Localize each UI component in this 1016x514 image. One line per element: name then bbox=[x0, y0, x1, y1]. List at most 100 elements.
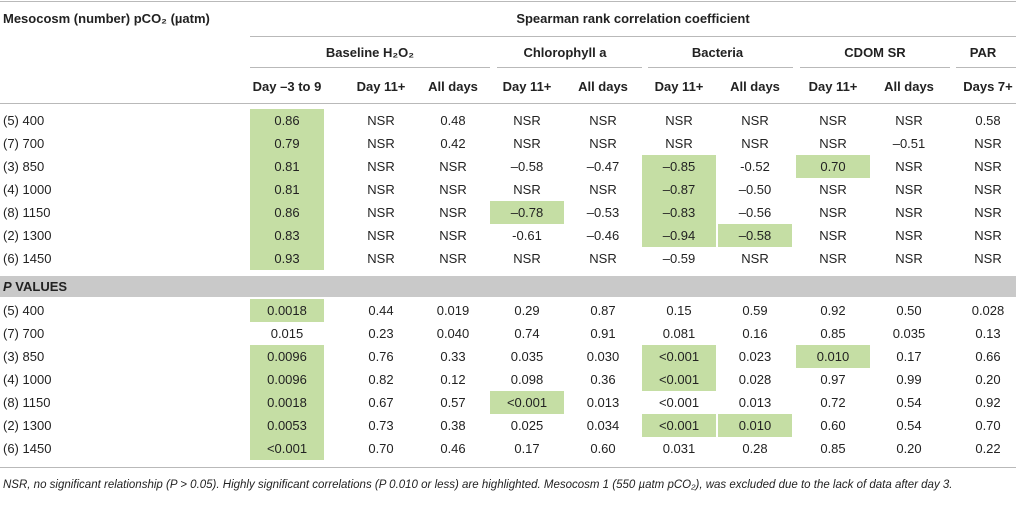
table-cell: NSR bbox=[367, 136, 395, 151]
table-cell: 0.0096 bbox=[267, 349, 307, 364]
table-cell: –0.58 bbox=[510, 159, 544, 174]
table-cell: 0.29 bbox=[514, 303, 540, 318]
row-label: (5) 400 bbox=[3, 113, 45, 128]
table-cell: 0.028 bbox=[971, 303, 1005, 318]
table-cell: NSR bbox=[741, 113, 769, 128]
table-cell: 0.85 bbox=[820, 326, 846, 341]
table-cell: <0.001 bbox=[658, 395, 700, 410]
table-cell: 0.50 bbox=[896, 303, 922, 318]
table-cell: NSR bbox=[589, 136, 617, 151]
table-cell: –0.50 bbox=[738, 182, 772, 197]
row-label: (4) 1000 bbox=[3, 182, 52, 197]
column-header: Day 11+ bbox=[808, 79, 858, 94]
table-cell: NSR bbox=[513, 251, 541, 266]
table-cell: 0.46 bbox=[440, 441, 466, 456]
row-label: (2) 1300 bbox=[3, 228, 52, 243]
table-cell: 0.031 bbox=[662, 441, 696, 456]
table-cell: 0.97 bbox=[820, 372, 846, 387]
table-cell: 0.57 bbox=[440, 395, 466, 410]
group-header-underline bbox=[956, 67, 1016, 68]
table-cell: 0.015 bbox=[270, 326, 304, 341]
column-header: Day 11+ bbox=[356, 79, 406, 94]
table-cell: NSR bbox=[895, 182, 923, 197]
table-cell: <0.001 bbox=[506, 395, 548, 410]
highlight-cell bbox=[490, 201, 564, 224]
table-cell: NSR bbox=[367, 159, 395, 174]
table-cell: –0.56 bbox=[738, 205, 772, 220]
group-header-underline bbox=[800, 67, 950, 68]
table-cell: 0.72 bbox=[820, 395, 846, 410]
table-cell: NSR bbox=[819, 182, 847, 197]
table-cell: NSR bbox=[974, 228, 1002, 243]
table-cell: 0.040 bbox=[436, 326, 470, 341]
row-label: (2) 1300 bbox=[3, 418, 52, 433]
table-cell: NSR bbox=[589, 182, 617, 197]
table-bottom-rule bbox=[0, 467, 1016, 468]
highlight-cell bbox=[250, 368, 324, 391]
table-cell: NSR bbox=[974, 159, 1002, 174]
table-cell: –0.46 bbox=[586, 228, 620, 243]
row-label: (5) 400 bbox=[3, 303, 45, 318]
column-header: Day 11+ bbox=[502, 79, 552, 94]
table-cell: 0.22 bbox=[975, 441, 1001, 456]
table-cell: 0.36 bbox=[590, 372, 616, 387]
highlight-cell bbox=[250, 178, 324, 201]
table-cell: NSR bbox=[367, 228, 395, 243]
table-cell: –0.85 bbox=[662, 159, 696, 174]
column-header: All days bbox=[578, 79, 628, 94]
table-cell: 0.28 bbox=[742, 441, 768, 456]
table-cell: 0.42 bbox=[440, 136, 466, 151]
table-cell: NSR bbox=[895, 205, 923, 220]
table-cell: NSR bbox=[819, 113, 847, 128]
table-cell: <0.001 bbox=[658, 372, 700, 387]
row-label: (7) 700 bbox=[3, 136, 45, 151]
table-cell: NSR bbox=[895, 228, 923, 243]
highlight-cell bbox=[250, 224, 324, 247]
table-cell: NSR bbox=[974, 251, 1002, 266]
table-cell: 0.87 bbox=[590, 303, 616, 318]
table-cell: 0.16 bbox=[742, 326, 768, 341]
table-cell: 0.66 bbox=[975, 349, 1001, 364]
table-cell: NSR bbox=[367, 113, 395, 128]
row-label: (8) 1150 bbox=[3, 205, 51, 220]
row-label: (6) 1450 bbox=[3, 251, 52, 266]
table-cell: 0.023 bbox=[738, 349, 772, 364]
table-cell: 0.025 bbox=[510, 418, 544, 433]
table-cell: 0.48 bbox=[440, 113, 466, 128]
table-cell: 0.010 bbox=[738, 418, 772, 433]
table-cell: 0.0018 bbox=[267, 303, 307, 318]
table-cell: 0.60 bbox=[590, 441, 616, 456]
table-cell: 0.17 bbox=[514, 441, 540, 456]
table-cell: 0.86 bbox=[274, 205, 300, 220]
table-cell: NSR bbox=[741, 136, 769, 151]
table-cell: 0.38 bbox=[440, 418, 466, 433]
table-cell: NSR bbox=[895, 251, 923, 266]
table-cell: <0.001 bbox=[658, 418, 700, 433]
p-values-label-italic: P bbox=[3, 279, 12, 294]
group-header: Bacteria bbox=[691, 45, 744, 60]
highlight-cell bbox=[642, 345, 716, 368]
row-label: (3) 850 bbox=[3, 349, 45, 364]
highlight-cell bbox=[642, 178, 716, 201]
table-cell: NSR bbox=[895, 113, 923, 128]
highlight-cell bbox=[250, 247, 324, 270]
table-cell: 0.92 bbox=[975, 395, 1001, 410]
column-header: Day –3 to 9 bbox=[252, 79, 322, 94]
table-cell: 0.44 bbox=[368, 303, 394, 318]
table-cell: 0.79 bbox=[274, 136, 300, 151]
table-cell: 0.0053 bbox=[267, 418, 307, 433]
column-header: All days bbox=[730, 79, 780, 94]
table-cell: 0.99 bbox=[896, 372, 922, 387]
table-cell: NSR bbox=[513, 182, 541, 197]
header-bottom-rule bbox=[0, 103, 1016, 104]
table-cell: NSR bbox=[589, 251, 617, 266]
table-cell: 0.83 bbox=[274, 228, 300, 243]
table-cell: NSR bbox=[367, 205, 395, 220]
row-label: (7) 700 bbox=[3, 326, 45, 341]
highlight-cell bbox=[642, 224, 716, 247]
highlight-cell bbox=[642, 201, 716, 224]
row-header-label: Mesocosm (number) pCO₂ (µatm) bbox=[3, 11, 210, 26]
column-header: All days bbox=[428, 79, 478, 94]
spanning-header-underline bbox=[250, 36, 1016, 37]
highlight-cell bbox=[718, 224, 792, 247]
